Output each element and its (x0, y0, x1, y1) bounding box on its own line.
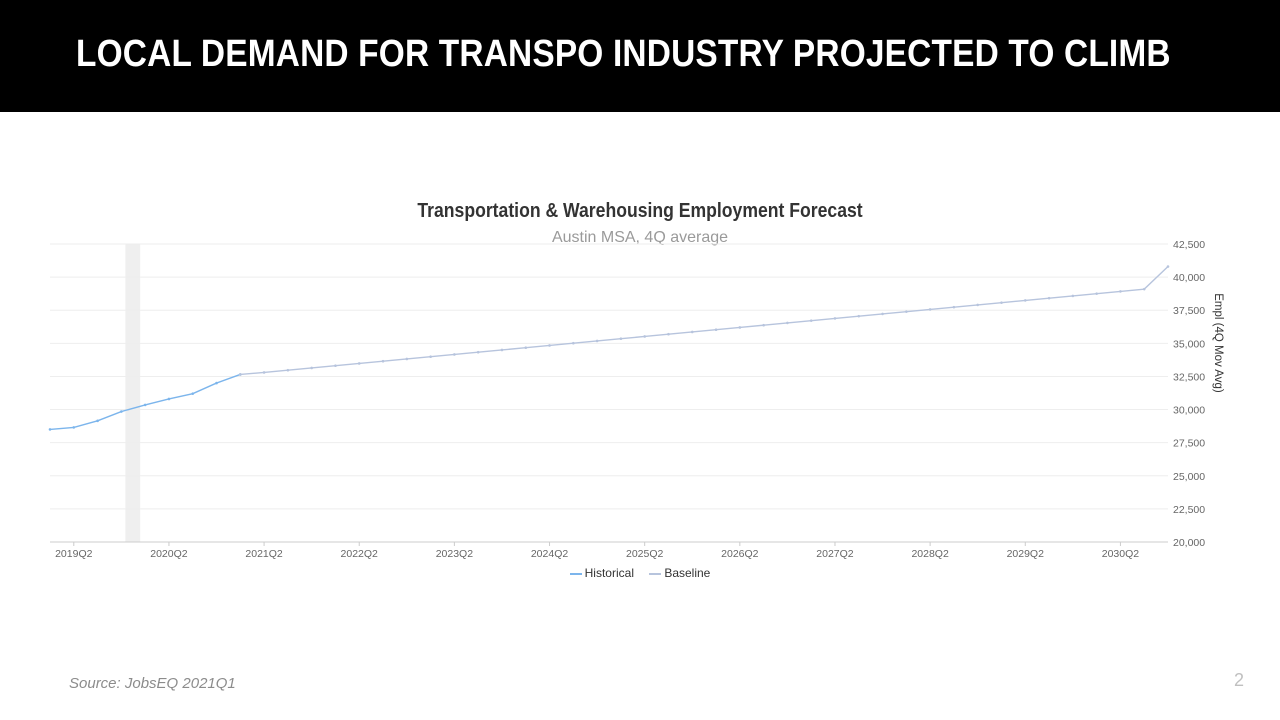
data-point-baseline-2024q1 (524, 346, 528, 350)
data-point-baseline-2025q2 (643, 335, 646, 338)
y-tick-label-20000: 20,000 (1173, 537, 1205, 549)
series-line-historical (49, 373, 241, 431)
data-point-baseline-2022q1 (334, 364, 337, 368)
x-tick-label-2028q2: 2028Q2 (911, 548, 949, 560)
page-number: 2 (1234, 670, 1245, 690)
data-point-baseline-2029q2 (1023, 299, 1027, 302)
data-point-baseline-2030q1 (1095, 292, 1098, 295)
data-point-baseline-2026q3 (762, 323, 765, 327)
chart-title-text: Transportation & Warehousing Employment … (417, 200, 863, 222)
data-point-baseline-2029q3 (1047, 296, 1051, 300)
data-point-historical-2020q2 (167, 397, 171, 401)
y-tick-label-27500: 27,500 (1173, 438, 1205, 450)
legend-item-baseline[interactable]: Baseline (649, 566, 710, 580)
data-point-baseline-2021q3 (286, 368, 290, 372)
data-point-baseline-2021q1 (238, 373, 242, 376)
x-tick-label-2029q2: 2029Q2 (1007, 548, 1045, 560)
series-line-baseline (240, 266, 1169, 376)
data-point-baseline-2026q1 (714, 328, 718, 331)
data-point-baseline-2025q4 (690, 330, 694, 334)
x-tick-label-2021q2: 2021Q2 (245, 548, 283, 560)
data-point-baseline-2023q1 (429, 355, 432, 359)
data-point-baseline-2029q1 (1000, 301, 1003, 304)
data-point-baseline-2027q1 (809, 319, 813, 322)
data-point-baseline-2021q2 (262, 371, 266, 374)
data-point-historical-2019q4 (120, 410, 123, 413)
y-tick-label-25000: 25,000 (1173, 471, 1205, 483)
data-point-baseline-2023q2 (453, 353, 456, 356)
data-point-baseline-2027q2 (833, 317, 837, 320)
y-tick-label-30000: 30,000 (1173, 405, 1205, 417)
data-point-baseline-2030q3 (1142, 287, 1146, 291)
data-point-baseline-2027q3 (857, 314, 861, 318)
y-tick-label-22500: 22,500 (1173, 504, 1205, 516)
x-tick-label-2019q2: 2019Q2 (55, 548, 93, 560)
x-tick-label-2025q2: 2025Q2 (626, 548, 664, 560)
data-point-baseline-2025q3 (667, 332, 670, 336)
recession-band (125, 244, 141, 542)
data-point-baseline-2028q1 (905, 310, 908, 313)
data-point-baseline-2028q4 (976, 303, 980, 307)
legend-label-baseline: Baseline (664, 566, 711, 580)
data-point-historical-2020q1 (143, 403, 147, 407)
chart-legend: Historical Baseline (0, 566, 1280, 580)
x-tick-label-2027q2: 2027Q2 (816, 548, 854, 560)
legend-item-historical[interactable]: Historical (569, 566, 634, 580)
data-point-baseline-2021q4 (310, 366, 313, 370)
data-point-historical-2019q3 (96, 419, 99, 423)
data-point-baseline-2023q4 (500, 348, 504, 352)
y-tick-label-42500: 42,500 (1173, 239, 1205, 251)
data-point-baseline-2022q4 (405, 357, 409, 361)
source-note: Source: JobsEQ 2021Q1 (69, 675, 236, 692)
title-bar: LOCAL DEMAND FOR TRANSPO INDUSTRY PROJEC… (0, 0, 1280, 112)
legend-swatch-baseline (649, 572, 662, 575)
data-point-baseline-2023q3 (476, 350, 480, 354)
data-point-baseline-2024q3 (572, 341, 575, 345)
y-tick-label-37500: 37,500 (1173, 305, 1205, 317)
chart-title: Transportation & Warehousing Employment … (0, 200, 1280, 223)
y-tick-label-35000: 35,000 (1173, 338, 1205, 350)
y-tick-label-40000: 40,000 (1173, 272, 1205, 284)
x-tick-label-2026q2: 2026Q2 (721, 548, 759, 560)
data-point-baseline-2024q4 (595, 339, 599, 343)
legend-swatch-historical (569, 572, 582, 575)
x-tick-label-2023q2: 2023Q2 (436, 548, 474, 560)
data-point-baseline-2028q2 (928, 308, 932, 311)
data-point-baseline-2030q4 (1166, 265, 1170, 268)
chart-subtitle: Austin MSA, 4Q average (551, 229, 729, 246)
y-axis-title: Empl (4Q Mov Avg) (1212, 293, 1224, 393)
data-point-baseline-2026q4 (786, 321, 789, 325)
data-point-baseline-2022q2 (357, 362, 361, 365)
x-tick-label-2024q2: 2024Q2 (531, 548, 569, 560)
y-tick-label-32500: 32,500 (1173, 371, 1205, 383)
data-point-baseline-2024q2 (548, 344, 551, 347)
data-point-historical-2019q1 (48, 428, 52, 431)
data-point-historical-2020q4 (215, 381, 218, 385)
data-point-baseline-2028q3 (952, 305, 956, 309)
data-point-baseline-2027q4 (881, 312, 884, 316)
data-point-historical-2020q3 (191, 392, 195, 395)
x-tick-label-2030q2: 2030Q2 (1102, 548, 1140, 560)
legend-label-historical: Historical (584, 566, 634, 580)
data-point-historical-2019q2 (72, 426, 76, 429)
x-tick-label-2020q2: 2020Q2 (150, 548, 188, 560)
data-point-baseline-2026q2 (738, 326, 742, 329)
data-point-baseline-2029q4 (1071, 294, 1075, 298)
data-point-baseline-2022q3 (381, 359, 385, 363)
slide-title: LOCAL DEMAND FOR TRANSPO INDUSTRY PROJEC… (76, 33, 1171, 75)
data-point-baseline-2025q1 (619, 337, 623, 340)
data-point-baseline-2030q2 (1119, 290, 1122, 293)
x-tick-label-2022q2: 2022Q2 (341, 548, 379, 560)
